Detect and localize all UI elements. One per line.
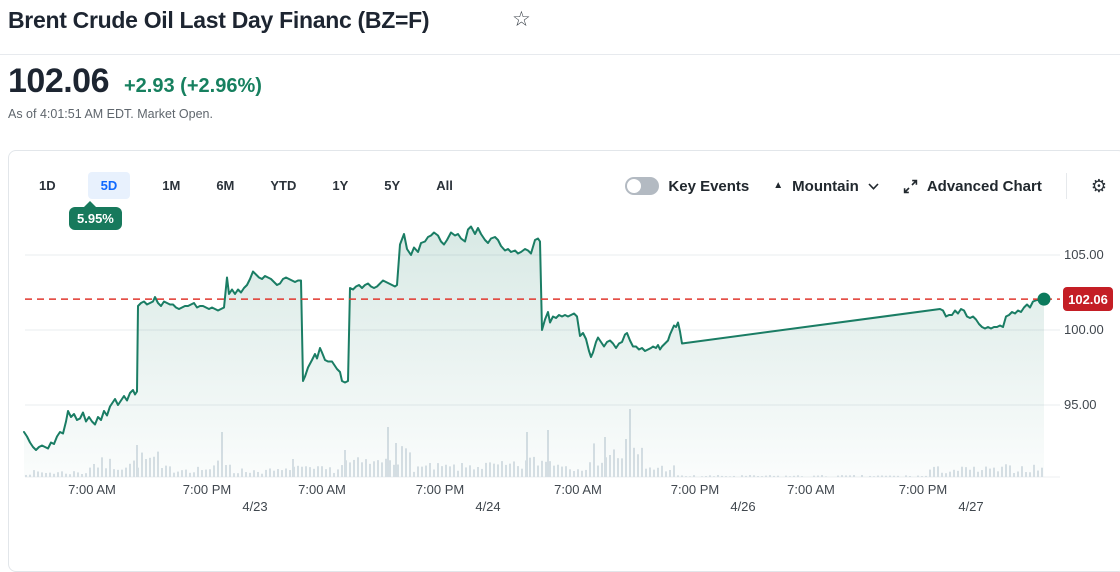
price-change: +2.93 (+2.96%) [124, 75, 262, 98]
page-title: Brent Crude Oil Last Day Financ (BZ=F) [8, 7, 430, 33]
y-axis-label: 95.00 [1064, 397, 1097, 412]
key-events-control: Key Events [625, 177, 749, 195]
x-axis-date-label: 4/24 [475, 499, 501, 514]
x-axis-time-label: 7:00 AM [298, 482, 346, 497]
advanced-chart-button[interactable]: Advanced Chart [903, 178, 1042, 195]
toggle-knob [627, 179, 642, 193]
as-of-status: As of 4:01:51 AM EDT. Market Open. [8, 107, 213, 121]
tab-1m[interactable]: 1M [162, 178, 181, 193]
x-axis-date-label: 4/27 [958, 499, 984, 514]
current-price: 102.06 [8, 62, 110, 100]
x-axis-time-label: 7:00 PM [415, 482, 465, 497]
settings-gear-icon[interactable]: ⚙ [1090, 176, 1107, 196]
change-percent: (+2.96%) [180, 75, 262, 97]
range-tabs: 1D 5D 1M 6M YTD 1Y 5Y All [35, 172, 457, 199]
price-chart[interactable] [0, 0, 1120, 519]
tab-6m[interactable]: 6M [216, 178, 235, 193]
y-axis-label: 105.00 [1064, 247, 1104, 262]
x-axis-time-label: 7:00 PM [182, 482, 232, 497]
key-events-label: Key Events [668, 177, 750, 195]
tab-ytd[interactable]: YTD [270, 178, 297, 193]
tab-all[interactable]: All [436, 178, 453, 193]
x-axis-time-label: 7:00 PM [898, 482, 948, 497]
x-axis-date-label: 4/26 [730, 499, 756, 514]
tab-1d[interactable]: 1D [39, 178, 56, 193]
chart-controls: Key Events ▲ Mountain Advanced Chart ⚙ [625, 173, 1107, 199]
key-events-toggle[interactable] [625, 177, 660, 195]
current-price-tag: 102.06 [1063, 287, 1113, 311]
period-change-badge: 5.95% [69, 201, 122, 230]
mountain-icon: ▲ [773, 180, 784, 191]
chart-type-select[interactable]: ▲ Mountain [773, 178, 879, 195]
tab-5y[interactable]: 5Y [384, 178, 401, 193]
change-value: +2.93 [124, 75, 175, 97]
x-axis-time-label: 7:00 PM [670, 482, 720, 497]
advanced-chart-label: Advanced Chart [926, 177, 1042, 195]
controls-divider [1065, 173, 1067, 199]
x-axis-date-label: 4/23 [242, 499, 268, 514]
chart-type-label: Mountain [792, 177, 859, 195]
tab-1y[interactable]: 1Y [332, 178, 349, 193]
expand-icon [903, 179, 918, 193]
x-axis-time-label: 7:00 AM [787, 482, 835, 497]
x-axis-time-label: 7:00 AM [68, 482, 116, 497]
chevron-down-icon [868, 182, 879, 190]
header-divider [0, 54, 1120, 55]
favorite-star-icon[interactable]: ☆ [512, 8, 531, 31]
y-axis-label: 100.00 [1064, 322, 1104, 337]
tab-5d[interactable]: 5D [87, 172, 131, 199]
x-axis-time-label: 7:00 AM [554, 482, 602, 497]
